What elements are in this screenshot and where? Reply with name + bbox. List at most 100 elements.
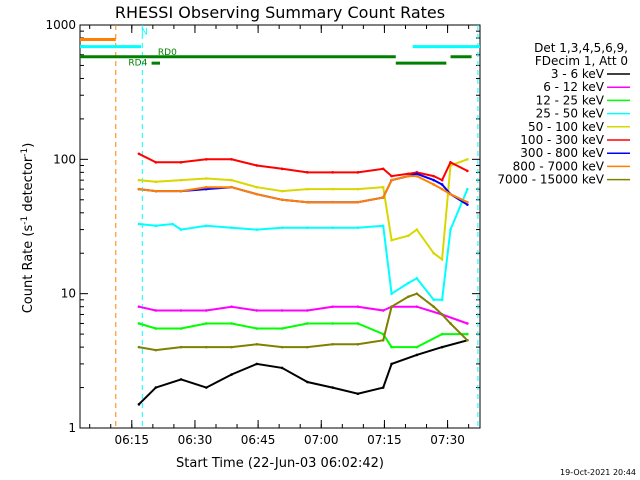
series-point [331,342,334,346]
y-axis-label: Count Rate (s-1 detector-1) [20,143,36,314]
series-point [255,362,259,366]
series-point [432,183,435,186]
series-point [466,187,469,191]
series-line [138,339,468,406]
series-point [356,226,360,229]
series-point [137,305,141,308]
status-annotation: RD4 [128,58,147,68]
series-point [390,305,393,308]
y-tick-label: 10 [61,287,76,301]
series-point [280,167,284,171]
series-point [381,386,385,389]
series-point [466,322,469,325]
series-point [306,187,309,191]
series-line [138,175,468,204]
series-point [205,158,208,161]
series-point [390,292,393,295]
x-tick-label: 06:15 [114,433,149,447]
series-line [138,158,468,262]
series-point [230,226,233,229]
series-point [280,366,284,370]
series-point [205,386,208,389]
series-point [415,353,419,357]
series-point [356,187,360,191]
series-point [137,322,141,325]
series-point [449,192,452,196]
series-point [440,313,444,316]
series-point [154,386,158,389]
series-point [205,309,208,312]
series-point [415,305,419,308]
series-point [331,322,334,325]
series-point [179,309,183,312]
series-point [432,178,435,182]
series-point [381,185,385,189]
series-point [230,158,233,161]
series-point [230,305,233,308]
legend-label: 6 - 12 keV [543,80,605,94]
series-point [306,345,309,349]
series-point [466,158,469,161]
series-point [154,180,158,184]
plot-frame [79,24,481,429]
series-line [138,292,469,352]
series-point [415,345,419,349]
series-point [280,226,284,229]
series-point [331,305,334,308]
x-tick-label: 07:30 [430,433,465,447]
series-point [440,178,444,182]
series-point [407,281,410,285]
legend-label: 25 - 50 keV [536,107,605,121]
legend-header-line2: FDecim 1, Att 0 [535,54,628,68]
series-point [432,305,435,308]
series-point [154,348,158,352]
series-point [154,309,158,312]
series-point [407,295,410,298]
series-point [440,345,444,349]
series-point [230,373,233,376]
series-point [415,228,419,231]
series-point [440,298,444,302]
series-point [230,345,233,349]
series-point [137,152,141,156]
x-tick-label: 06:30 [178,433,213,447]
series-point [230,322,233,325]
timestamp: 19-Oct-2021 20:44 [560,468,636,477]
series-point [205,322,208,325]
series-point [179,178,183,182]
series-point [205,224,208,228]
series-point [255,185,259,189]
series-point [154,327,158,330]
legend-label: 800 - 7000 keV [513,159,605,173]
legend-label: 12 - 25 keV [536,93,605,107]
y-tick-label: 1 [68,421,76,435]
legend-label: 7000 - 15000 keV [497,173,604,187]
series-point [205,177,208,180]
series-point [466,338,469,342]
series-line [138,305,468,325]
series-point [331,171,334,174]
series-point [179,228,183,231]
series-point [137,187,141,191]
series-point [381,196,385,199]
series-point [390,345,393,349]
series-point [432,251,435,255]
y-tick-label: 100 [53,152,76,166]
x-tick-label: 07:00 [304,433,339,447]
series-point [154,224,158,228]
status-annotation: N [141,27,148,37]
series-point [205,185,208,189]
series-point [415,172,419,176]
plot-area: 1 10 100 1000 06:15 06:30 06:45 07:00 07:15 07:30… [45,18,481,447]
series-point [381,338,385,342]
series-point [306,171,309,174]
series-point [407,234,410,238]
series-point [154,161,158,164]
series-point [356,392,360,396]
series-point [306,200,309,204]
series-point [205,345,208,349]
series-point [137,403,141,406]
series-point [255,192,259,196]
legend-label: 300 - 800 keV [520,146,604,160]
